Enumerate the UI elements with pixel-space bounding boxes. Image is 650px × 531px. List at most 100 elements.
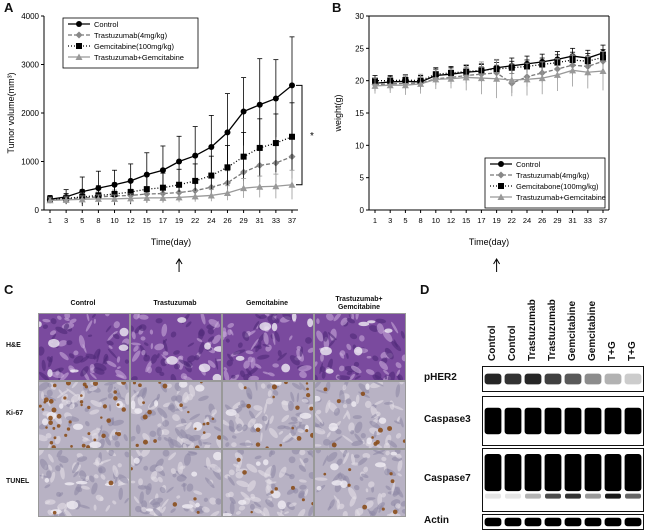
data-point (94, 195, 102, 202)
tissue-stroke (141, 500, 148, 509)
dab-positive-nucleus (172, 502, 178, 507)
tissue-stroke (349, 314, 355, 320)
micrograph-texture (39, 450, 129, 516)
panel-letter-b: B (332, 0, 342, 15)
tissue-stroke (321, 371, 326, 379)
x-tick-label: 31 (568, 216, 576, 225)
tissue-stroke (387, 371, 396, 380)
tissue-stroke (89, 409, 100, 415)
tissue-stroke (315, 444, 322, 447)
micrograph-texture (223, 450, 313, 516)
tissue-lumen (64, 482, 75, 486)
tissue-stroke (288, 456, 296, 464)
tissue-lumen (358, 321, 370, 327)
data-point (584, 68, 592, 76)
legend: Control Trastuzumab(4mg/kg) Gemcitabone(10… (484, 157, 606, 209)
dab-positive-nucleus (116, 403, 120, 407)
tissue-stroke (58, 389, 63, 395)
data-point (207, 191, 215, 199)
dab-positive-nucleus (375, 439, 380, 445)
tissue-stroke (223, 370, 230, 380)
histology-row-label: Ki-67 (6, 410, 24, 417)
tissue-stroke (389, 400, 395, 410)
tissue-stroke (277, 352, 287, 361)
tissue-stroke (131, 435, 136, 442)
tissue-stroke (397, 459, 403, 472)
tissue-lumen (353, 346, 363, 356)
dab-positive-nucleus (255, 442, 261, 447)
tissue-stroke (131, 376, 138, 380)
micrograph-tunel-2 (130, 449, 222, 517)
micrograph-texture (39, 314, 129, 380)
legend-label: Trastuzumab+Gemcitabine (516, 193, 606, 202)
tissue-lumen (315, 395, 321, 402)
tissue-stroke (42, 324, 49, 329)
tissue-stroke (45, 433, 52, 439)
tissue-stroke (79, 470, 87, 480)
dab-positive-nucleus (206, 421, 210, 426)
dab-positive-nucleus (79, 400, 84, 404)
tissue-stroke (178, 359, 190, 366)
tissue-stroke (133, 345, 139, 352)
dab-positive-nucleus (48, 399, 54, 404)
tissue-stroke (393, 420, 401, 425)
tissue-stroke (124, 359, 129, 364)
tissue-stroke (274, 331, 280, 342)
tissue-stroke (156, 427, 162, 437)
y-tick-label: 2000 (21, 109, 39, 118)
tissue-stroke (267, 316, 277, 325)
data-point (176, 181, 183, 188)
dab-positive-nucleus (243, 386, 247, 390)
data-point (208, 172, 215, 179)
tissue-stroke (109, 429, 117, 441)
dab-positive-nucleus (52, 426, 56, 430)
dab-positive-nucleus (132, 382, 137, 385)
tissue-stroke (315, 412, 324, 424)
tissue-stroke (207, 336, 215, 343)
dab-positive-nucleus (52, 510, 57, 515)
tissue-lumen (271, 322, 278, 332)
protein-band (564, 517, 582, 527)
tissue-stroke (153, 508, 163, 516)
tissue-stroke (299, 458, 305, 467)
dab-positive-nucleus (142, 414, 148, 420)
dab-positive-nucleus (48, 415, 53, 421)
tissue-stroke (376, 323, 385, 334)
tissue-stroke (139, 491, 144, 504)
data-point (462, 73, 470, 81)
series-line (374, 69, 604, 87)
tissue-stroke (395, 453, 402, 459)
series-square (47, 102, 295, 206)
tissue-stroke (170, 331, 177, 338)
tissue-stroke (102, 355, 108, 365)
tissue-stroke (104, 382, 117, 386)
tissue-stroke (203, 418, 209, 423)
tissue-lumen (145, 508, 154, 512)
dab-positive-nucleus (305, 429, 309, 433)
dab-positive-nucleus (217, 435, 221, 440)
dab-positive-nucleus (306, 392, 311, 398)
tissue-stroke (124, 451, 129, 458)
micrograph-texture (315, 314, 405, 380)
cleaved-band (525, 493, 541, 499)
lane-label: Control (507, 325, 518, 361)
protein-band (524, 453, 542, 492)
tissue-lumen (340, 480, 348, 489)
tissue-stroke (45, 500, 51, 505)
series-line (374, 60, 604, 86)
tissue-lumen (263, 459, 269, 466)
dab-positive-nucleus (284, 382, 288, 385)
tissue-stroke (99, 496, 104, 502)
tissue-stroke (95, 457, 101, 464)
tissue-stroke (277, 350, 282, 357)
tissue-stroke (393, 339, 398, 348)
legend-marker (75, 31, 83, 39)
tissue-lumen (316, 485, 322, 491)
y-tick-label: 5 (360, 174, 365, 183)
lane-label: Gemcitabine (567, 300, 578, 361)
tissue-stroke (299, 382, 306, 392)
dab-positive-nucleus (53, 436, 57, 440)
dab-positive-nucleus (101, 433, 106, 439)
tissue-stroke (237, 342, 243, 348)
tissue-lumen (177, 317, 187, 323)
